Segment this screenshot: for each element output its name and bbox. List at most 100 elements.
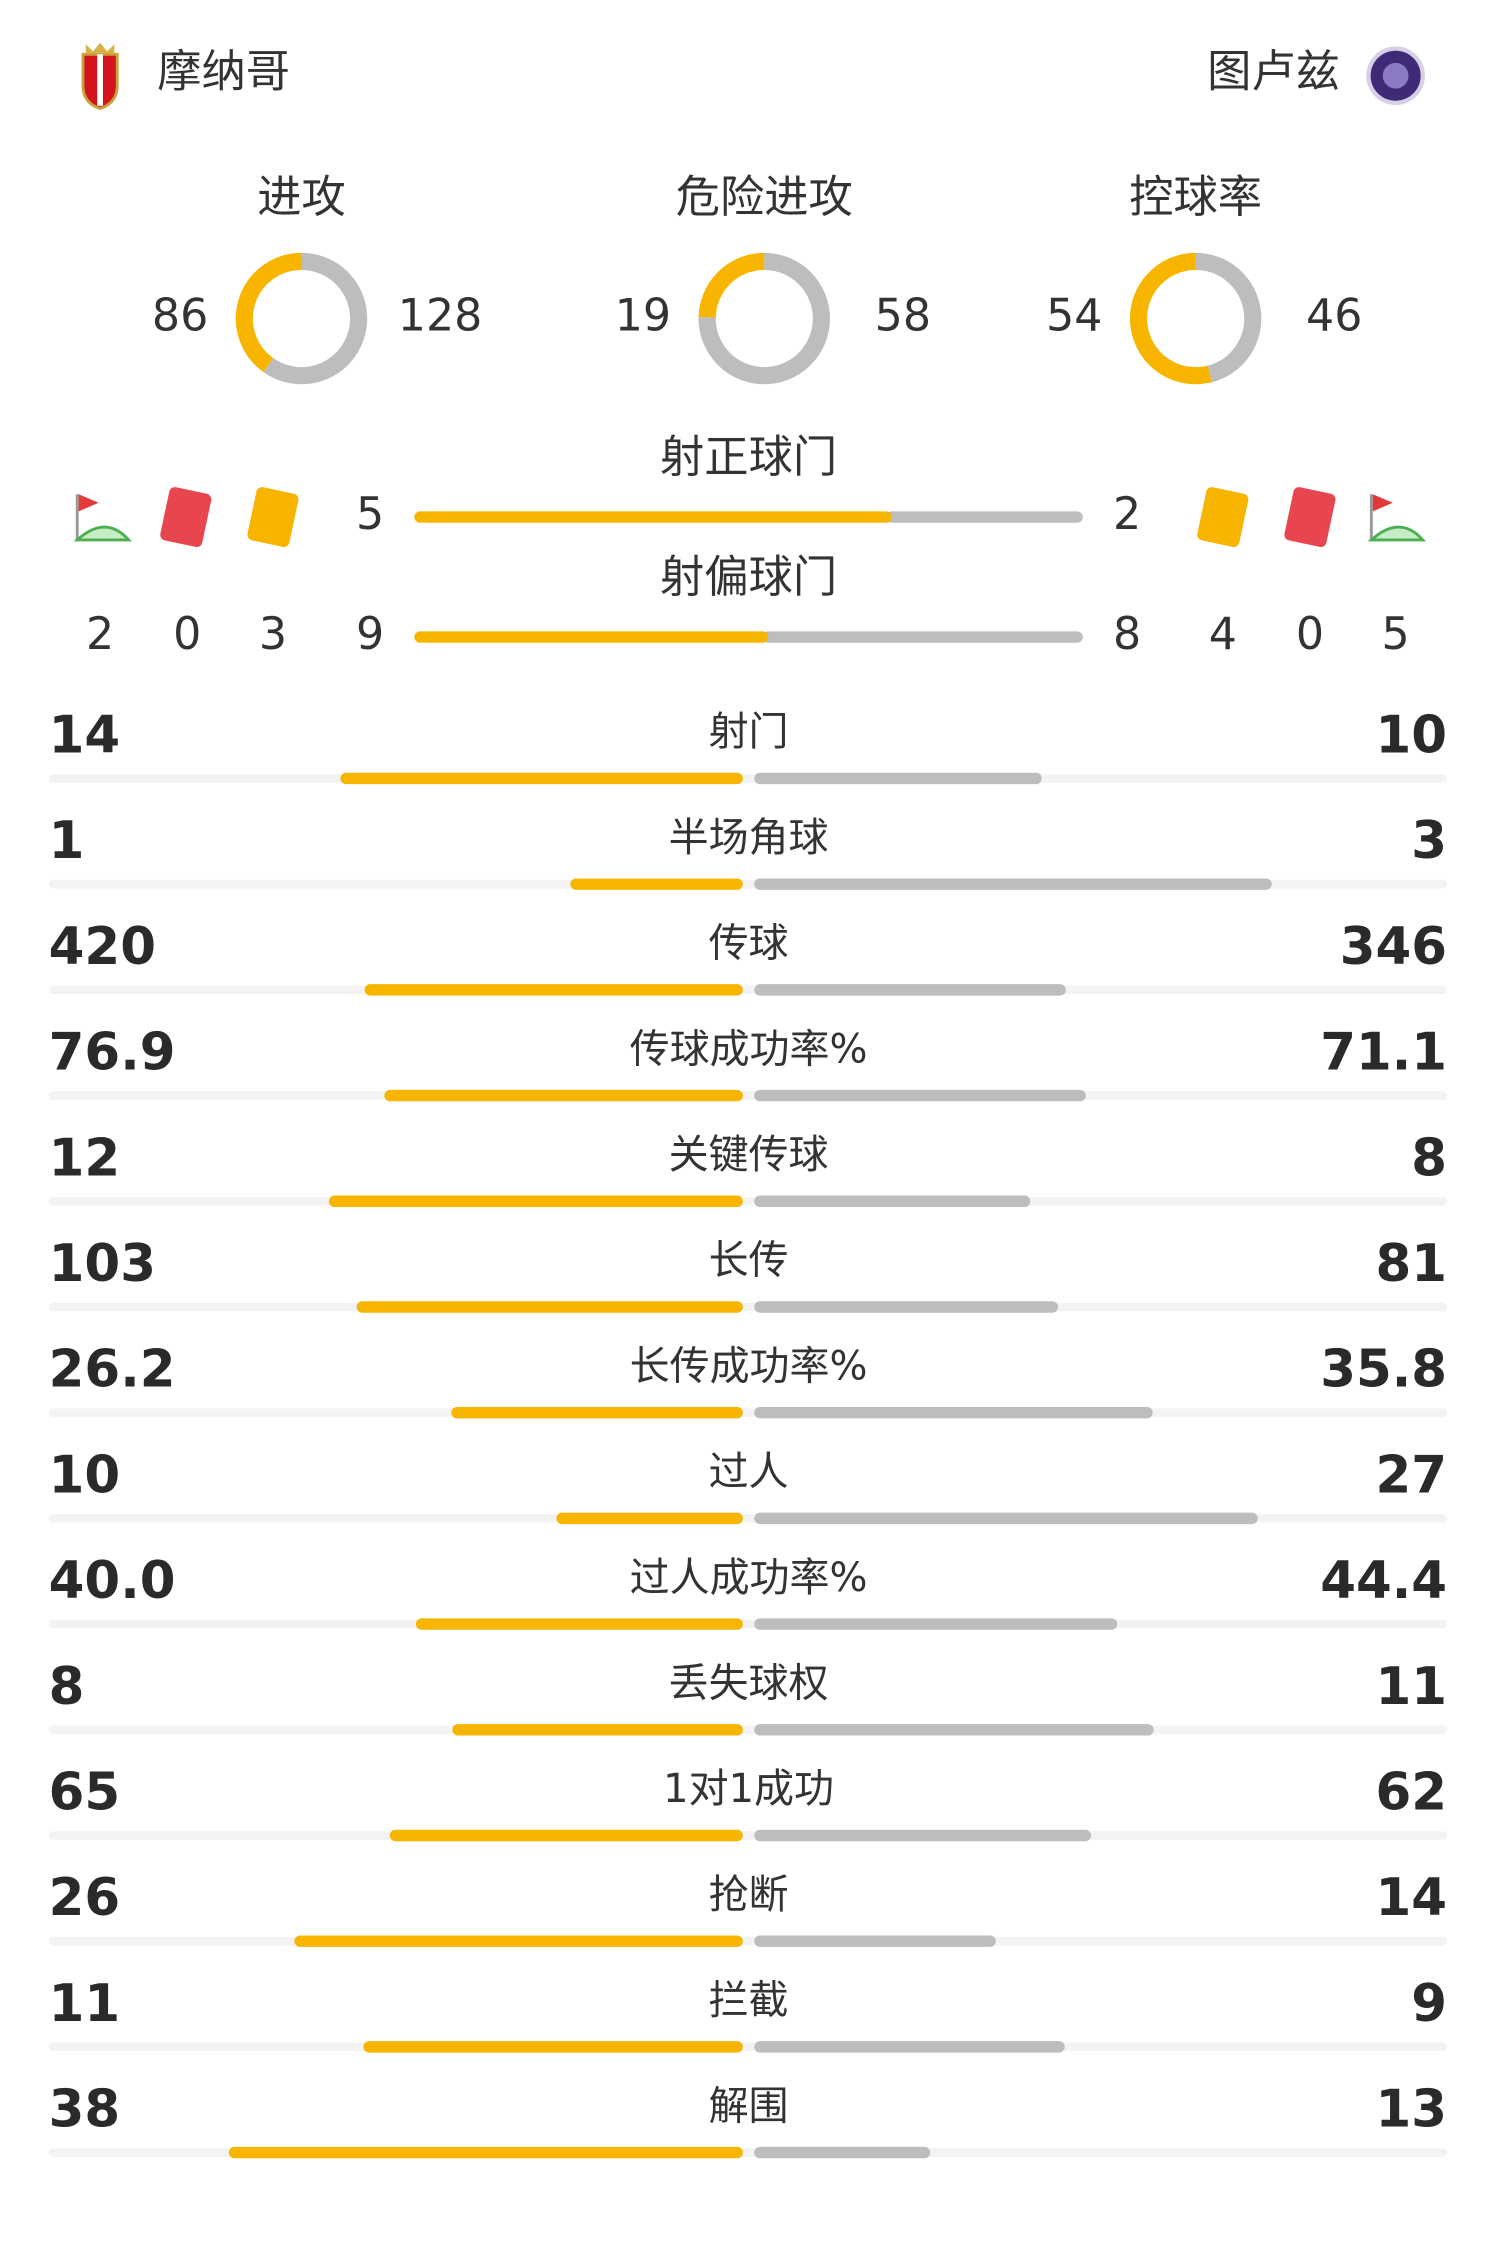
home-bar [556, 1512, 743, 1525]
home-value: 86 [152, 291, 208, 342]
home-logo [81, 42, 119, 111]
home-bar [340, 772, 743, 785]
away-value: 44.4 [1320, 1551, 1447, 1611]
track [48, 985, 1448, 995]
away-bar [754, 1829, 1092, 1842]
away-value: 8 [1411, 1128, 1447, 1188]
home-value: 54 [1046, 291, 1102, 342]
track [48, 774, 1448, 783]
donut-label: 危险进攻 [676, 172, 853, 223]
track [48, 1936, 1448, 1946]
away-value: 9 [1411, 1974, 1447, 2034]
away-bar [754, 772, 1042, 785]
stat-label: 长传成功率% [630, 1343, 868, 1389]
home-bar [570, 878, 743, 890]
away-value: 346 [1340, 917, 1447, 977]
home-bar [384, 1089, 743, 1102]
away-logo [1366, 46, 1425, 105]
home-team: 摩纳哥 [157, 46, 290, 97]
away-value: 46 [1306, 291, 1362, 342]
home-value: 11 [49, 1974, 121, 2034]
home-bar [363, 2041, 743, 2053]
home-bar [452, 1724, 743, 1736]
away-value: 14 [1376, 1868, 1448, 1928]
home-value: 10 [49, 1445, 121, 1505]
home-bar [294, 1935, 743, 1947]
away-red: 0 [1296, 609, 1324, 660]
home-value: 9 [356, 609, 384, 660]
away-value: 128 [398, 291, 483, 342]
home-value: 420 [49, 917, 156, 977]
home-value: 40.0 [49, 1551, 176, 1611]
home-value: 12 [49, 1128, 121, 1188]
home-value: 5 [356, 489, 384, 540]
track [48, 2042, 1448, 2052]
away-value: 27 [1376, 1445, 1448, 1505]
away-bar [754, 1512, 1258, 1525]
home-value: 26 [49, 1868, 121, 1928]
away-value: 8 [1113, 609, 1141, 660]
away-bar [754, 1406, 1153, 1419]
away-bar [754, 1618, 1118, 1630]
stat-label: 长传 [709, 1238, 789, 1284]
away-bar [762, 631, 1083, 643]
away-value: 13 [1376, 2080, 1448, 2140]
away-corner-icon [1367, 494, 1426, 542]
away-value: 62 [1376, 1762, 1448, 1822]
home-corner-icon [73, 494, 132, 542]
away-yellow: 4 [1209, 609, 1237, 660]
home-bar [328, 1195, 743, 1207]
away-bar [754, 2041, 1065, 2053]
home-value: 8 [49, 1657, 85, 1717]
away-value: 3 [1411, 811, 1447, 871]
away-value: 81 [1376, 1234, 1448, 1294]
away-bar [754, 878, 1272, 890]
home-yellow-icon [247, 487, 299, 548]
home-bar [228, 2146, 743, 2159]
track [48, 1831, 1448, 1840]
home-bar [356, 1301, 743, 1313]
home-bar [414, 631, 769, 643]
home-bar [364, 984, 743, 996]
away-value: 35.8 [1320, 1340, 1447, 1400]
away-bar [754, 1724, 1154, 1736]
track [48, 1091, 1448, 1100]
away-bar [754, 1195, 1031, 1207]
stat-label: 过人 [709, 1449, 789, 1495]
home-value: 103 [49, 1234, 156, 1294]
home-value: 76.9 [49, 1023, 176, 1083]
bar-label: 射正球门 [660, 432, 837, 483]
track [48, 1408, 1448, 1417]
home-value: 26.2 [49, 1340, 176, 1400]
home-red-icon [160, 487, 212, 548]
stat-label: 传球 [709, 921, 789, 967]
away-arc [1195, 252, 1262, 383]
home-yellow: 3 [259, 609, 287, 660]
stat-label: 关键传球 [669, 1132, 829, 1178]
stat-label: 拦截 [709, 1978, 789, 2024]
stat-label: 半场角球 [669, 815, 829, 861]
home-corners: 2 [86, 609, 114, 660]
away-value: 58 [875, 291, 931, 342]
away-team: 图卢兹 [1207, 46, 1340, 97]
track [48, 1196, 1448, 1206]
away-value: 11 [1376, 1657, 1448, 1717]
stat-label: 抢断 [709, 1872, 789, 1918]
away-corners: 5 [1382, 609, 1410, 660]
home-value: 38 [49, 2080, 121, 2140]
stat-label: 解围 [709, 2083, 789, 2129]
track [48, 1302, 1448, 1312]
away-bar [754, 2146, 931, 2159]
home-value: 14 [49, 705, 121, 765]
home-value: 65 [49, 1762, 121, 1822]
bar-label: 射偏球门 [660, 552, 837, 603]
away-bar [886, 511, 1083, 523]
home-red: 0 [173, 609, 201, 660]
home-arc [235, 252, 302, 373]
away-value: 2 [1113, 489, 1141, 540]
stat-label: 1对1成功 [663, 1766, 834, 1812]
donut-label: 控球率 [1129, 172, 1262, 223]
donut-label: 进攻 [257, 172, 346, 223]
away-bar [754, 984, 1066, 996]
